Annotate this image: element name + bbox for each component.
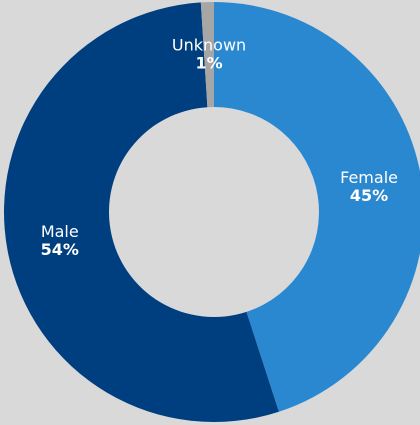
slice-value: 54%: [41, 240, 79, 259]
donut-slice: [3, 2, 279, 422]
slice-label: Female: [340, 168, 398, 187]
slice-value: 45%: [350, 186, 388, 205]
slice-value: 1%: [195, 54, 222, 73]
slice-label: Male: [41, 222, 79, 241]
slice-label: Unknown: [172, 36, 246, 55]
donut-slice: [200, 2, 214, 108]
donut-slice: [214, 2, 420, 412]
